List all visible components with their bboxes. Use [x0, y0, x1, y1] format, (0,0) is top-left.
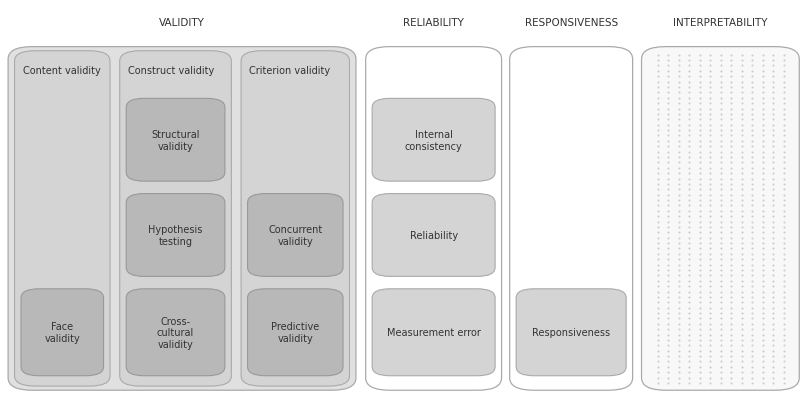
Text: Hypothesis
testing: Hypothesis testing: [148, 225, 203, 246]
Text: Face
validity: Face validity: [44, 322, 80, 343]
FancyBboxPatch shape: [126, 289, 225, 376]
Text: Reliability: Reliability: [409, 230, 458, 240]
Text: INTERPRETABILITY: INTERPRETABILITY: [673, 18, 768, 28]
Text: Responsiveness: Responsiveness: [532, 328, 610, 337]
FancyBboxPatch shape: [372, 99, 495, 182]
Text: Internal
consistency: Internal consistency: [404, 130, 463, 151]
Text: Measurement error: Measurement error: [387, 328, 481, 337]
Text: Content validity: Content validity: [23, 66, 100, 76]
Text: Concurrent
validity: Concurrent validity: [268, 225, 323, 246]
FancyBboxPatch shape: [21, 289, 104, 376]
FancyBboxPatch shape: [510, 47, 633, 390]
Text: RESPONSIVENESS: RESPONSIVENESS: [524, 18, 618, 28]
FancyBboxPatch shape: [126, 194, 225, 277]
FancyBboxPatch shape: [642, 47, 799, 390]
FancyBboxPatch shape: [516, 289, 626, 376]
FancyBboxPatch shape: [126, 99, 225, 182]
Text: Predictive
validity: Predictive validity: [271, 322, 320, 343]
FancyBboxPatch shape: [120, 52, 231, 386]
FancyBboxPatch shape: [366, 47, 502, 390]
FancyBboxPatch shape: [248, 194, 343, 277]
Text: RELIABILITY: RELIABILITY: [403, 18, 464, 28]
Text: VALIDITY: VALIDITY: [159, 18, 205, 28]
FancyBboxPatch shape: [372, 194, 495, 277]
Text: Construct validity: Construct validity: [128, 66, 214, 76]
FancyBboxPatch shape: [8, 47, 356, 390]
FancyBboxPatch shape: [248, 289, 343, 376]
Text: Cross-
cultural
validity: Cross- cultural validity: [157, 316, 194, 349]
FancyBboxPatch shape: [15, 52, 110, 386]
FancyBboxPatch shape: [241, 52, 349, 386]
Text: Structural
validity: Structural validity: [151, 130, 200, 151]
FancyBboxPatch shape: [372, 289, 495, 376]
Text: Criterion validity: Criterion validity: [249, 66, 330, 76]
